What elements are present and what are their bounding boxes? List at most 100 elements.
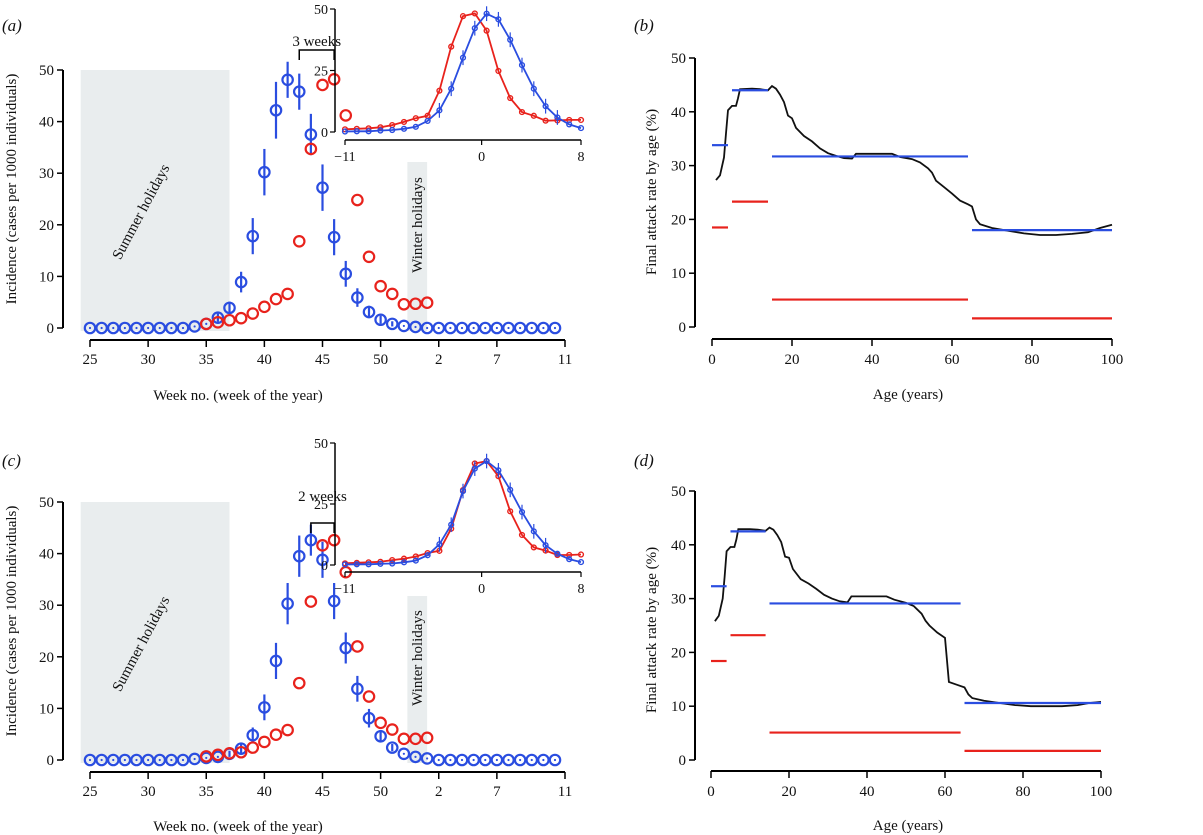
blue-point (83, 753, 97, 767)
red-point (304, 142, 318, 156)
blue-point-center (449, 326, 452, 330)
inset-red-point (495, 67, 502, 75)
red-point (234, 311, 248, 325)
y-axis-label: Final attack rate by age (%) (644, 109, 660, 275)
blue-point (537, 321, 550, 335)
blue-point-center (193, 757, 196, 761)
blue-point (351, 291, 364, 304)
blue-point (118, 321, 132, 335)
x-tick-label: 0 (707, 784, 715, 800)
blue-point (292, 549, 306, 563)
holiday-shade (80, 502, 230, 763)
red-point (385, 287, 399, 301)
red-point (199, 317, 213, 331)
inset-y-tick-label: 25 (314, 498, 328, 513)
blue-point (153, 753, 167, 767)
blue-point (106, 321, 120, 335)
blue-point (420, 321, 434, 335)
blue-point (502, 321, 515, 335)
inset-blue-point (448, 521, 455, 528)
inset-x-tick-label: 0 (478, 150, 485, 165)
inset-blue-line (344, 12, 582, 133)
panel-label: (c) (2, 451, 21, 470)
y-tick-label: 30 (671, 592, 686, 608)
red-point (292, 676, 306, 690)
inset-blue-point (436, 107, 443, 114)
blue-point (269, 654, 283, 668)
inset-blue-point (483, 457, 490, 465)
inset-blue-point (400, 559, 408, 566)
blue-point (525, 321, 539, 335)
inset-y-tick-label: 50 (314, 3, 328, 18)
blue-point (478, 753, 492, 767)
blue-point (106, 753, 120, 767)
x-tick-label: 2 (435, 784, 443, 800)
x-tick-label: 100 (1101, 352, 1124, 368)
inset-blue-point (518, 61, 526, 69)
blue-point (455, 753, 469, 767)
blue-point (362, 711, 376, 725)
blue-point (502, 753, 515, 767)
red-point (258, 735, 271, 749)
y-tick-label: 40 (671, 105, 686, 121)
blue-point-center (205, 756, 208, 760)
blue-point-center (170, 326, 173, 330)
red-point (223, 313, 236, 327)
blue-point-center (135, 758, 138, 762)
panel-label: (a) (2, 16, 22, 35)
x-axis-label: Age (years) (873, 387, 943, 403)
blue-point (537, 753, 550, 767)
inset-red-point (518, 108, 526, 116)
blue-point (165, 753, 178, 767)
blue-point (548, 753, 562, 767)
inset-red-point (400, 555, 408, 562)
inset-blue-point (400, 125, 408, 132)
blue-point-center (123, 326, 126, 330)
blue-point (432, 321, 446, 335)
blue-point (513, 321, 527, 335)
x-tick-label: 7 (493, 352, 501, 368)
inset-blue-point (518, 508, 526, 516)
red-point (397, 297, 411, 311)
y-tick-label: 40 (39, 547, 54, 563)
blue-point (478, 321, 492, 335)
x-tick-label: 40 (860, 784, 875, 800)
blue-point-center (437, 758, 440, 762)
blue-point-center (553, 758, 557, 762)
y-axis-label: Incidence (cases per 1000 individuals) (4, 506, 20, 737)
blue-point (385, 741, 399, 754)
inset-x-tick-label: 8 (578, 582, 585, 597)
peak-gap-annotation: 3 weeks (292, 34, 341, 50)
blue-point (83, 321, 97, 335)
x-tick-label: 2 (435, 352, 443, 368)
blue-point (420, 752, 434, 765)
x-tick-label: 100 (1090, 784, 1113, 800)
y-tick-label: 30 (39, 598, 54, 614)
red-point (420, 731, 434, 745)
inset-blue-point (389, 560, 396, 567)
inset-red-point (542, 117, 549, 124)
blue-point-center (472, 326, 475, 330)
blue-point (246, 728, 260, 742)
inset-blue-point (577, 124, 585, 132)
blue-point-center (205, 322, 208, 325)
blue-point-center (507, 326, 510, 330)
blue-point (397, 319, 411, 333)
inset-blue-point (471, 25, 478, 32)
y-tick-label: 50 (39, 63, 54, 79)
x-tick-label: 35 (199, 352, 214, 368)
blue-point-center (426, 757, 429, 760)
blue-point (141, 321, 155, 335)
inset-blue-point (554, 114, 561, 121)
blue-point (316, 181, 329, 194)
blue-point-center (426, 326, 429, 330)
blue-point (490, 753, 504, 767)
blue-point (432, 753, 446, 767)
red-point (234, 745, 248, 759)
y-tick-label: 40 (39, 115, 54, 131)
blue-point-center (519, 326, 522, 330)
blue-point-center (495, 326, 498, 330)
blue-point-center (88, 326, 92, 330)
x-tick-label: 35 (199, 784, 214, 800)
y-tick-label: 30 (671, 159, 686, 175)
